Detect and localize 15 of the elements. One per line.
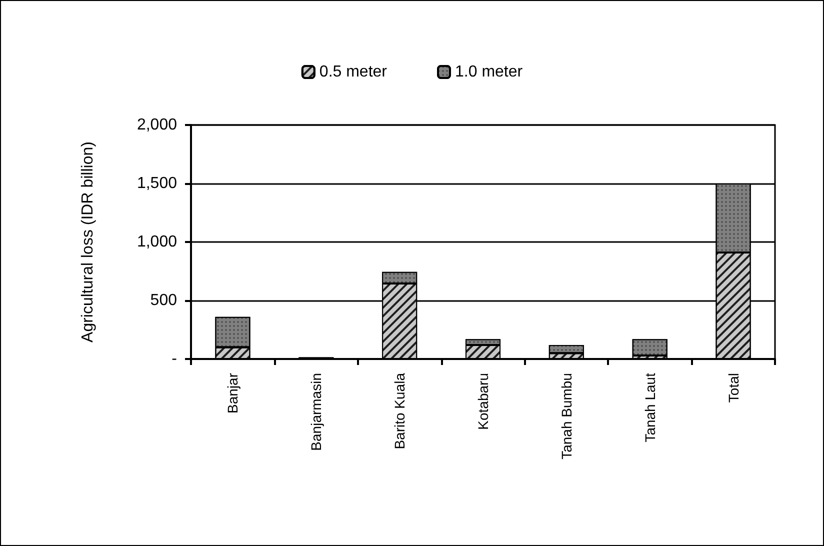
x-tick-label: Tanah Laut [642, 372, 658, 442]
x-tick-label: Kotabaru [475, 373, 491, 430]
x-tick-label: Banjarmasin [308, 373, 324, 451]
x-tick-label: Tanah Bumbu [558, 373, 574, 460]
y-axis-title: Agricultural loss (IDR billion) [80, 142, 96, 342]
legend-label: 1.0 meter [455, 64, 524, 80]
y-tick-label: - [172, 350, 177, 368]
y-tick-label: 1,000 [136, 234, 178, 250]
x-tick-label: Banjar [224, 372, 241, 414]
y-tick-label: 1,500 [136, 175, 178, 192]
y-tick-label: 500 [150, 292, 178, 309]
x-tick-label: Barito Kuala [392, 372, 408, 450]
x-tick-label: Total [725, 373, 742, 403]
y-tick-label: 2,000 [136, 116, 178, 134]
legend-label: 0.5 meter [319, 64, 388, 80]
